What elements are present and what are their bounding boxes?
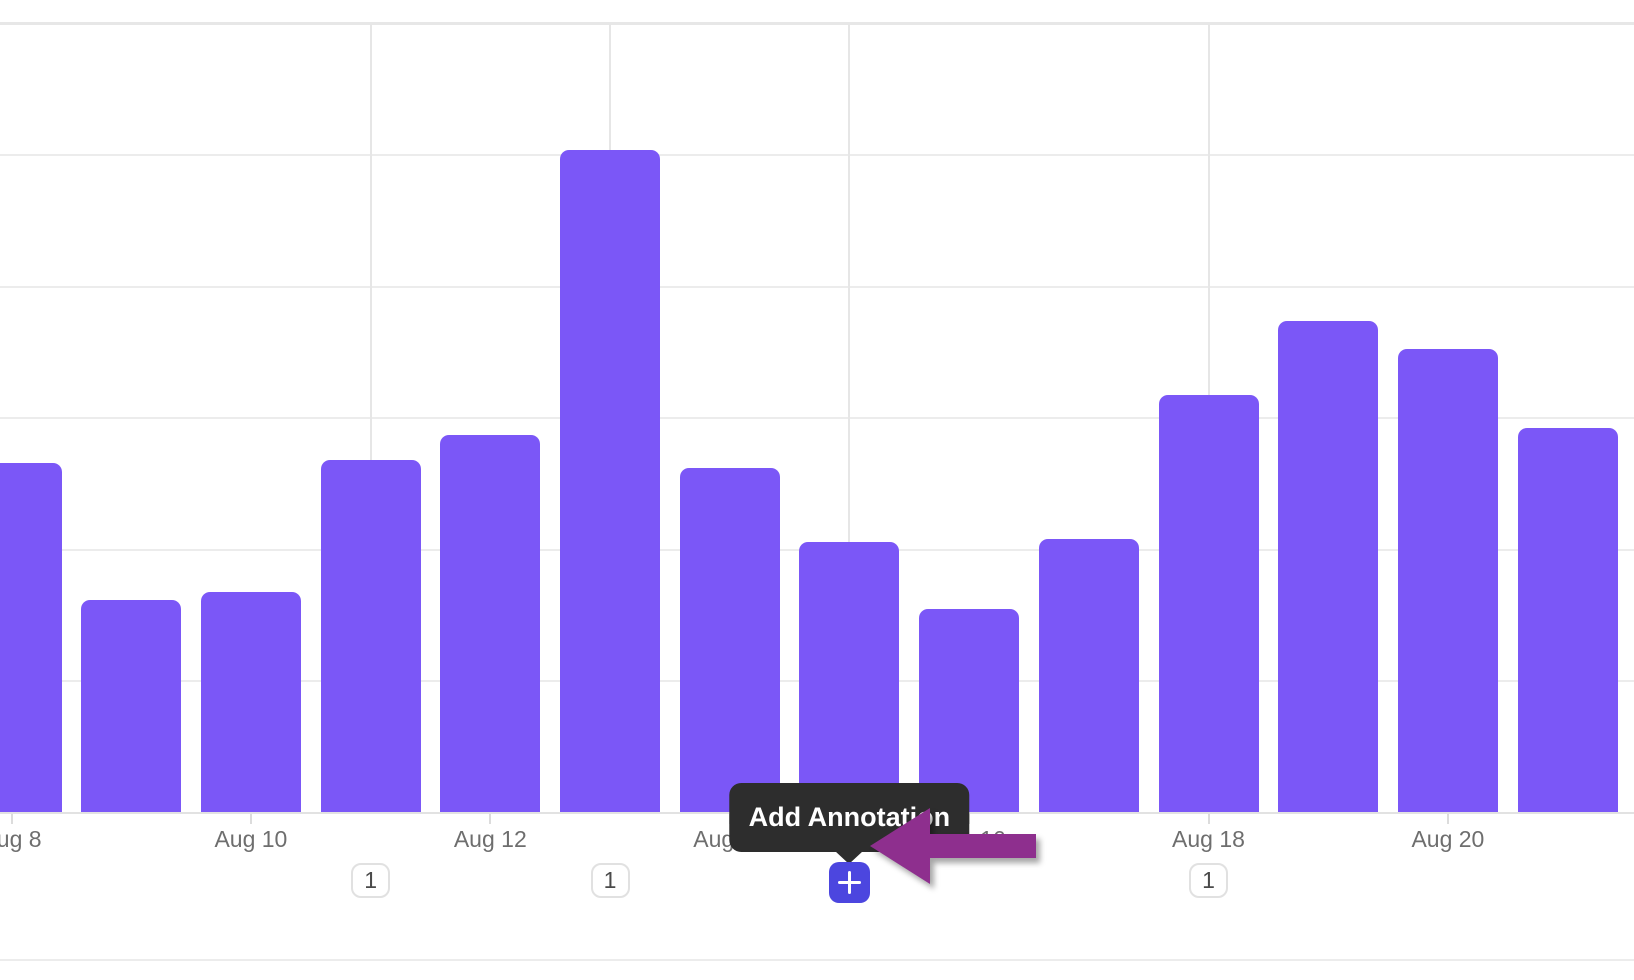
pointer-arrow-icon <box>870 808 1036 884</box>
annotation-badge[interactable]: 1 <box>351 863 391 898</box>
bar-aug-14[interactable] <box>679 468 780 812</box>
bar-aug-17[interactable] <box>1038 539 1139 812</box>
x-axis-tick <box>1207 814 1210 824</box>
annotation-guide-line <box>369 24 372 812</box>
plus-icon <box>837 871 861 894</box>
x-axis-label: Aug 20 <box>1411 826 1485 852</box>
x-axis-tick <box>489 814 492 824</box>
bar-aug-12[interactable] <box>440 435 541 812</box>
x-axis-label: Aug 10 <box>214 826 288 852</box>
gridline <box>0 154 1634 156</box>
x-axis-tick <box>10 814 13 824</box>
annotation-badge[interactable]: 1 <box>1189 863 1228 898</box>
x-axis-tick <box>1446 814 1449 824</box>
bar-aug-11[interactable] <box>320 460 421 812</box>
bar-aug-9[interactable] <box>81 600 182 812</box>
x-axis-label: Aug 12 <box>453 826 527 852</box>
bar-aug-13[interactable] <box>560 149 660 812</box>
gridline <box>0 286 1634 288</box>
add-annotation-button[interactable] <box>828 862 870 903</box>
bar-aug-8[interactable] <box>0 463 62 812</box>
tooltip-pointer <box>835 851 864 864</box>
bar-aug-19[interactable] <box>1278 320 1379 812</box>
bar-aug-15[interactable] <box>799 542 900 812</box>
x-axis-label: Aug 8 <box>0 826 42 852</box>
annotation-badge[interactable]: 1 <box>590 863 630 898</box>
bar-aug-21[interactable] <box>1517 427 1618 812</box>
x-axis-label: Aug 18 <box>1172 826 1245 852</box>
bar-aug-16[interactable] <box>919 609 1020 812</box>
bottom-divider <box>0 959 1634 961</box>
bar-aug-20[interactable] <box>1397 348 1498 812</box>
bar-aug-18[interactable] <box>1158 394 1259 812</box>
gridline <box>0 417 1634 419</box>
bar-aug-10[interactable] <box>200 592 301 812</box>
annotation-guide-line <box>848 24 851 812</box>
gridline <box>0 22 1634 25</box>
x-axis-tick <box>968 814 971 824</box>
x-axis-tick <box>249 814 252 824</box>
